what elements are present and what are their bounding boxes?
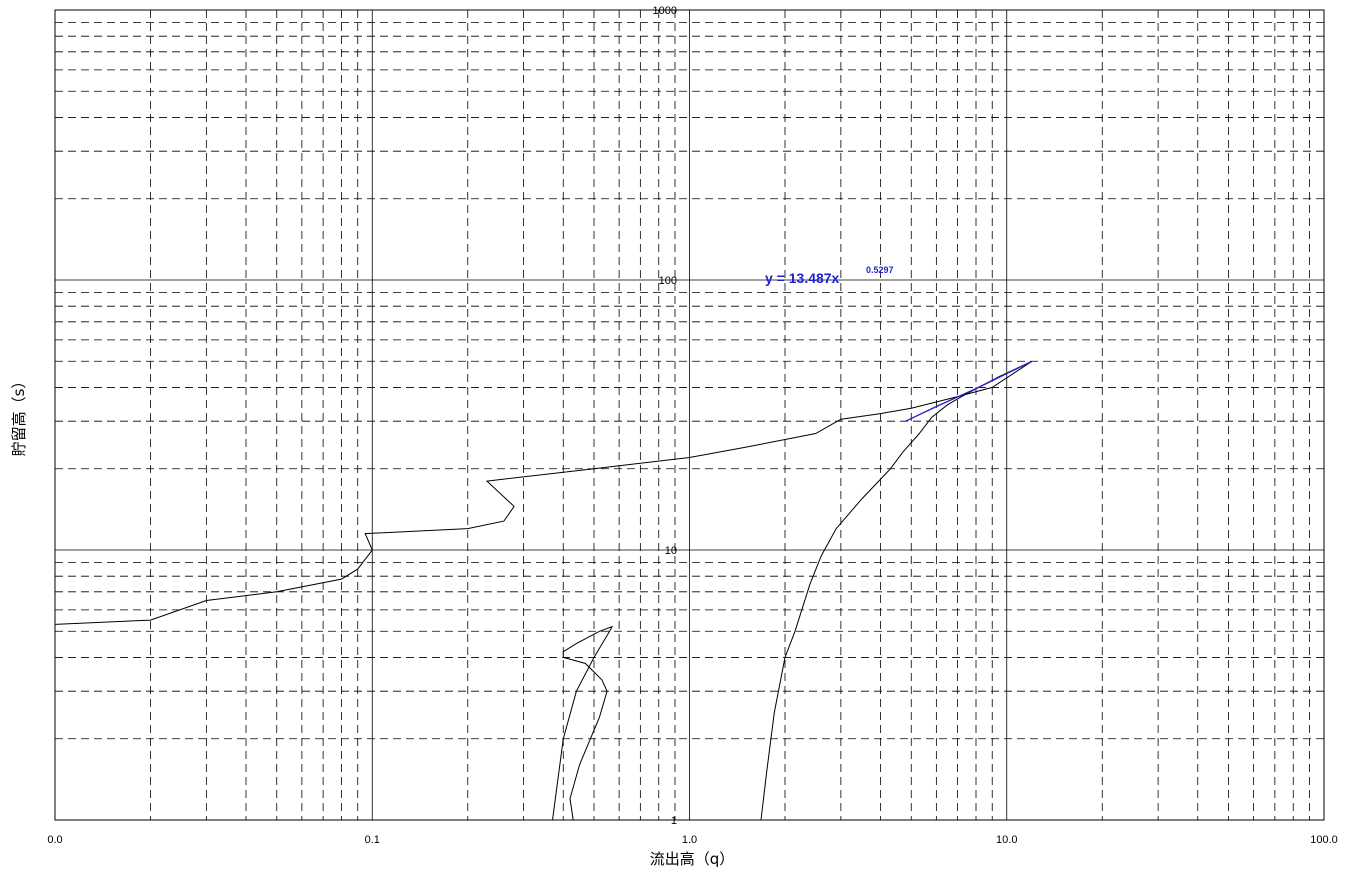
y-tick-label: 10 [665,545,677,557]
grid [55,10,1324,820]
data-series-2 [760,360,1033,821]
tick-labels: 0.0 0.1 1.0 10.0 100.0 1 10 100 1000 [47,5,1337,846]
series-layer [54,360,1033,821]
x-tick-label: 1.0 [682,834,697,846]
y-tick-label: 1000 [653,5,677,17]
y-tick-label: 100 [659,275,677,287]
data-series-3 [552,625,614,821]
x-tick-label: 10.0 [996,834,1017,846]
y-tick-label: 1 [671,815,677,827]
x-tick-label: 0.1 [365,834,380,846]
y-axis-title: 貯留高（s） [10,374,28,457]
data-series-1 [54,360,1033,625]
trendline-equation: y = 13.487x [765,270,840,286]
x-tick-label: 100.0 [1310,834,1338,846]
plot-frame [54,9,1325,821]
x-axis-title: 流出高（q） [650,850,735,868]
x-tick-label: 0.0 [47,834,62,846]
trendline [905,360,1033,422]
trendline-exponent: 0.5297 [866,265,894,275]
